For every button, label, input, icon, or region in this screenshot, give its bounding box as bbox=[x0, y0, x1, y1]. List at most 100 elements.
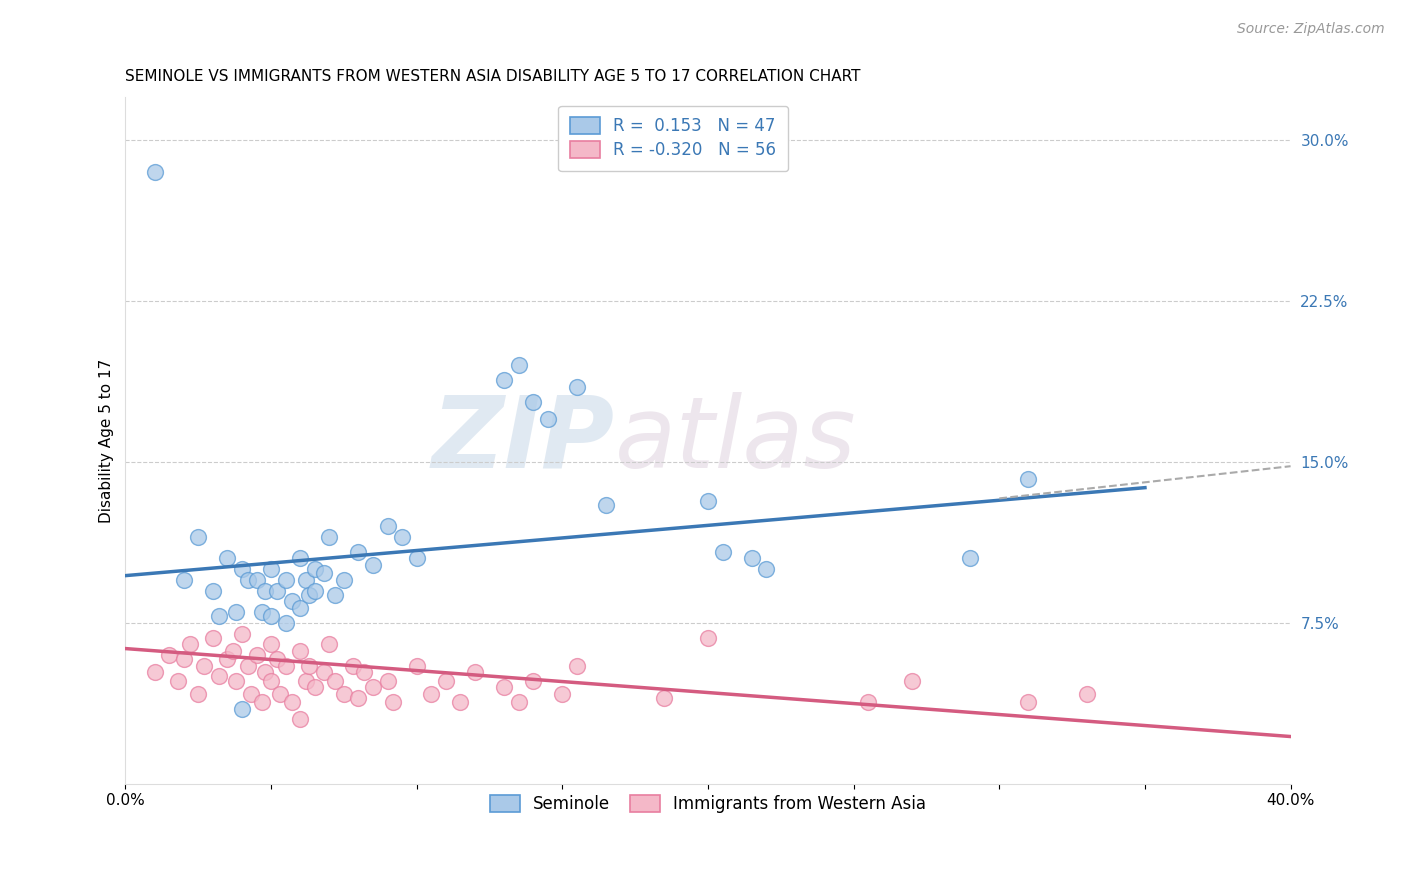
Point bbox=[565, 658, 588, 673]
Point bbox=[391, 530, 413, 544]
Point bbox=[260, 673, 283, 688]
Point bbox=[193, 658, 215, 673]
Point bbox=[167, 673, 190, 688]
Point bbox=[290, 644, 312, 658]
Point bbox=[1076, 687, 1098, 701]
Point bbox=[298, 658, 321, 673]
Point bbox=[143, 665, 166, 680]
Point bbox=[280, 695, 302, 709]
Point bbox=[179, 637, 201, 651]
Point bbox=[225, 673, 247, 688]
Point bbox=[595, 498, 617, 512]
Text: Source: ZipAtlas.com: Source: ZipAtlas.com bbox=[1237, 22, 1385, 37]
Point bbox=[312, 665, 335, 680]
Point bbox=[157, 648, 180, 662]
Point bbox=[236, 573, 259, 587]
Text: ZIP: ZIP bbox=[432, 392, 614, 489]
Point bbox=[312, 566, 335, 581]
Point bbox=[537, 412, 560, 426]
Point bbox=[361, 680, 384, 694]
Point bbox=[208, 669, 231, 683]
Point bbox=[377, 673, 399, 688]
Point bbox=[741, 551, 763, 566]
Point bbox=[508, 359, 530, 373]
Point bbox=[266, 652, 288, 666]
Point bbox=[280, 594, 302, 608]
Point bbox=[252, 605, 274, 619]
Y-axis label: Disability Age 5 to 17: Disability Age 5 to 17 bbox=[100, 359, 114, 523]
Point bbox=[755, 562, 778, 576]
Point bbox=[405, 551, 427, 566]
Point bbox=[236, 658, 259, 673]
Point bbox=[231, 562, 253, 576]
Point bbox=[295, 573, 318, 587]
Point bbox=[323, 673, 346, 688]
Point bbox=[260, 562, 283, 576]
Point bbox=[405, 658, 427, 673]
Point bbox=[333, 573, 356, 587]
Point bbox=[508, 695, 530, 709]
Point bbox=[201, 583, 224, 598]
Point bbox=[333, 687, 356, 701]
Point bbox=[654, 690, 676, 705]
Point bbox=[295, 673, 318, 688]
Point bbox=[239, 687, 262, 701]
Point bbox=[711, 545, 734, 559]
Point bbox=[254, 665, 277, 680]
Point bbox=[318, 530, 340, 544]
Point bbox=[231, 701, 253, 715]
Point bbox=[901, 673, 924, 688]
Point bbox=[208, 609, 231, 624]
Point bbox=[245, 573, 267, 587]
Point bbox=[290, 712, 312, 726]
Point bbox=[959, 551, 981, 566]
Text: atlas: atlas bbox=[614, 392, 856, 489]
Point bbox=[266, 583, 288, 598]
Point bbox=[697, 631, 720, 645]
Point bbox=[187, 530, 209, 544]
Point bbox=[551, 687, 574, 701]
Point bbox=[217, 652, 239, 666]
Point bbox=[697, 493, 720, 508]
Point bbox=[464, 665, 486, 680]
Point bbox=[304, 562, 326, 576]
Point bbox=[304, 680, 326, 694]
Point bbox=[143, 165, 166, 179]
Point bbox=[323, 588, 346, 602]
Point bbox=[858, 695, 880, 709]
Point bbox=[254, 583, 277, 598]
Legend: Seminole, Immigrants from Western Asia: Seminole, Immigrants from Western Asia bbox=[479, 785, 936, 823]
Point bbox=[1017, 695, 1039, 709]
Point bbox=[565, 380, 588, 394]
Point bbox=[245, 648, 267, 662]
Point bbox=[377, 519, 399, 533]
Point bbox=[304, 583, 326, 598]
Point bbox=[494, 373, 516, 387]
Point bbox=[187, 687, 209, 701]
Point bbox=[290, 600, 312, 615]
Point bbox=[217, 551, 239, 566]
Point bbox=[225, 605, 247, 619]
Point bbox=[382, 695, 405, 709]
Point bbox=[274, 573, 297, 587]
Point bbox=[1017, 472, 1039, 486]
Point bbox=[290, 551, 312, 566]
Point bbox=[342, 658, 364, 673]
Point bbox=[347, 545, 370, 559]
Point bbox=[449, 695, 471, 709]
Point bbox=[173, 573, 195, 587]
Point bbox=[260, 609, 283, 624]
Point bbox=[231, 626, 253, 640]
Point bbox=[260, 637, 283, 651]
Point bbox=[494, 680, 516, 694]
Point bbox=[173, 652, 195, 666]
Point bbox=[420, 687, 443, 701]
Point bbox=[274, 615, 297, 630]
Point bbox=[269, 687, 291, 701]
Point bbox=[434, 673, 457, 688]
Point bbox=[353, 665, 375, 680]
Point bbox=[522, 394, 544, 409]
Point bbox=[252, 695, 274, 709]
Point bbox=[222, 644, 245, 658]
Point bbox=[347, 690, 370, 705]
